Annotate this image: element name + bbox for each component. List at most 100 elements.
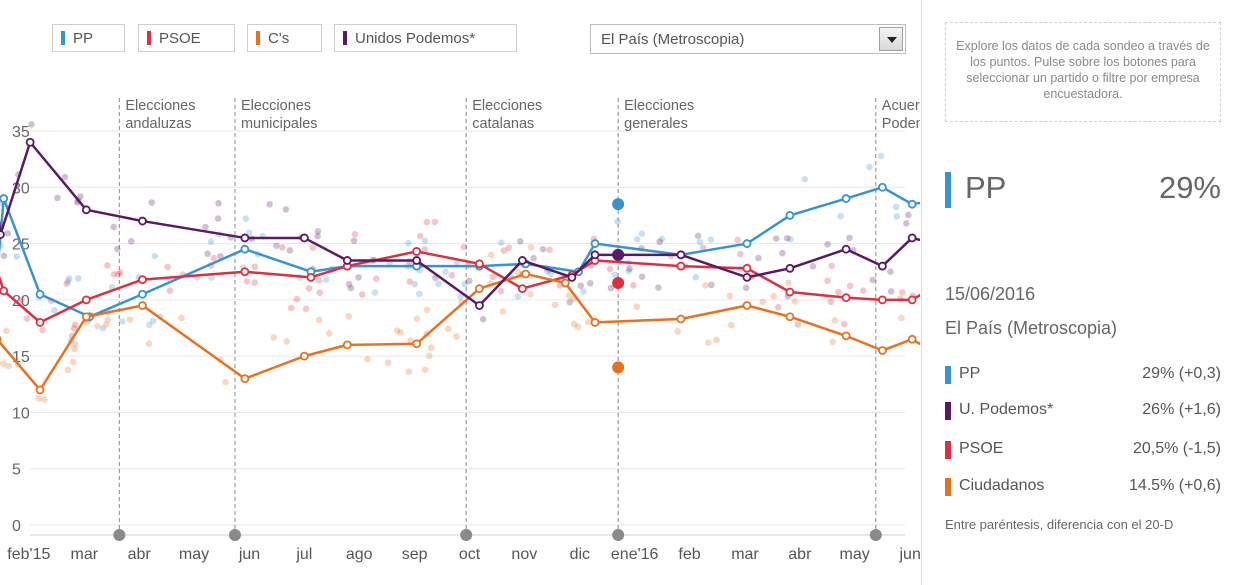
poll-point	[164, 263, 171, 271]
info-box: Explore los datos de cada sondeo a travé…	[945, 22, 1221, 122]
poll-point	[146, 321, 153, 329]
x-tick-label: oct	[459, 546, 481, 563]
poll-point	[783, 234, 791, 242]
x-axis-ticks: feb'15 mar abr may jun jul ago sep oct nov dic ene'…	[7, 546, 920, 563]
poll-point	[104, 316, 112, 324]
poll-point	[479, 315, 487, 323]
trend-point	[138, 216, 147, 226]
poll-point	[489, 273, 497, 281]
poll-point	[614, 218, 621, 225]
poll-point	[413, 315, 421, 323]
poll-point	[658, 235, 666, 243]
trend-point	[25, 137, 35, 147]
y-tick-label: 35	[12, 124, 30, 141]
event-dot	[113, 529, 126, 541]
poll-point	[499, 308, 507, 315]
poll-point	[759, 298, 766, 306]
psoe-result-color	[945, 441, 951, 459]
poll-point	[630, 282, 637, 289]
poll-point	[505, 244, 513, 251]
poll-point	[127, 237, 135, 245]
poll-point	[347, 284, 355, 292]
result-row-psoe[interactable]: PSOE 20,5% (-1,5)	[945, 439, 1221, 461]
event-label: catalanas	[472, 116, 534, 132]
x-tick-label: may	[179, 546, 209, 563]
trend-point	[590, 250, 600, 260]
poll-point	[887, 288, 895, 295]
poll-point	[251, 263, 259, 271]
poll-point	[416, 290, 423, 298]
result-name: PP	[959, 365, 981, 382]
poll-point	[325, 330, 333, 337]
trend-point	[521, 269, 531, 279]
poll-point	[574, 323, 582, 331]
election-point	[612, 198, 625, 211]
poll-point	[801, 176, 809, 183]
trend-point	[517, 256, 527, 265]
poll-point	[565, 292, 573, 299]
trend-point	[878, 182, 887, 192]
poll-point	[570, 320, 578, 328]
poll-point	[794, 321, 802, 328]
poll-point	[23, 315, 31, 322]
poll-point	[126, 316, 134, 323]
poll-point	[607, 284, 615, 292]
result-row-unidos-podemos[interactable]: U. Podemos* 26% (+1,6)	[945, 400, 1221, 422]
trend-point	[590, 317, 600, 327]
trend-point	[878, 261, 887, 271]
poll-point	[899, 289, 906, 296]
trend-point	[785, 211, 795, 220]
poll-point	[63, 280, 71, 287]
poll-point	[431, 218, 439, 226]
poll-point	[580, 288, 587, 295]
result-row-pp[interactable]: PP 29% (+0,3)	[945, 364, 1221, 386]
poll-point	[625, 267, 632, 275]
trend-point	[475, 301, 484, 310]
poll-point	[54, 194, 61, 202]
trend-point	[0, 286, 9, 296]
chevron-down-icon[interactable]	[879, 27, 903, 51]
trend-point	[138, 301, 147, 310]
poll-point	[726, 292, 734, 300]
poll-point	[41, 396, 48, 403]
poll-point	[71, 340, 79, 348]
x-tick-label: abr	[788, 546, 812, 563]
poll-point	[791, 298, 799, 305]
poll-point	[772, 235, 780, 242]
ciudadanos-result-color	[945, 478, 951, 496]
trend-point	[517, 284, 527, 294]
poll-pollster: El País (Metroscopia)	[945, 318, 1118, 338]
unidos-podemos-color-swatch	[343, 31, 347, 45]
legend-button-cs[interactable]: C's	[247, 24, 322, 52]
poll-point	[869, 276, 877, 284]
event-label: andaluzas	[125, 116, 191, 132]
poll-point	[448, 271, 456, 279]
poll-point	[119, 318, 126, 325]
poll-point	[837, 212, 844, 220]
poll-point	[316, 316, 323, 324]
poll-point	[497, 287, 505, 295]
poll-point	[584, 318, 592, 326]
poll-point	[71, 321, 79, 329]
trend-point	[676, 261, 686, 271]
poll-point	[785, 279, 792, 287]
event-dot	[612, 529, 625, 541]
poll-point	[314, 232, 321, 240]
poll-point	[425, 352, 433, 360]
legend-button-pp[interactable]: PP	[52, 24, 125, 52]
poll-point	[322, 276, 330, 283]
pollster-select[interactable]: El País (Metroscopia)	[590, 24, 906, 54]
legend-button-unidos-podemos[interactable]: Unidos Podemos*	[334, 24, 517, 52]
y-tick-label: 5	[12, 462, 21, 479]
result-row-ciudadanos[interactable]: Ciudadanos 14.5% (+0,6)	[945, 476, 1221, 498]
poll-point	[606, 265, 614, 273]
poll-point	[69, 358, 77, 366]
poll-point	[345, 313, 352, 320]
legend-button-psoe[interactable]: PSOE	[138, 24, 235, 52]
x-tick-label: feb'15	[7, 546, 50, 563]
trend-point	[878, 295, 887, 305]
poll-point	[102, 321, 110, 328]
poll-point	[351, 231, 359, 238]
poll-point	[779, 249, 786, 257]
